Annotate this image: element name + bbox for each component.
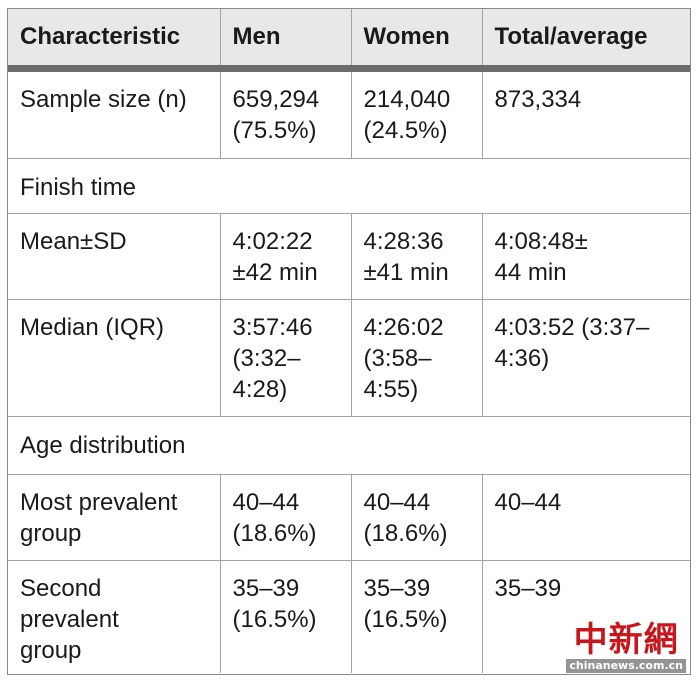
table-row-sample-size: Sample size (n) 659,294 (75.5%) 214,040 … [8, 68, 690, 158]
cell-total: 4:03:52 (3:37– 4:36) [482, 298, 690, 416]
cell-line: (24.5%) [363, 116, 448, 144]
cell-total: 873,334 [482, 68, 690, 158]
cell-line: ±41 min [363, 258, 449, 286]
cell-men: 659,294 (75.5%) [220, 68, 352, 158]
cell-line: prevalent [20, 605, 119, 633]
cell-line: 4:28:36 [363, 227, 444, 255]
cell-total: 40–44 [482, 473, 690, 560]
cell-line: (3:58– [363, 344, 432, 372]
cell-line: 4:55) [363, 375, 419, 403]
cell-line: Second [20, 574, 102, 602]
cell-line: group [20, 636, 82, 664]
cell-line: 4:08:48± [494, 227, 588, 255]
row-label: Sample size (n) [8, 68, 221, 158]
cell-line: 44 min [494, 258, 567, 286]
section-row-age-distribution: Age distribution [8, 415, 690, 474]
cell-line: 40–44 [232, 488, 300, 516]
cell-line: 4:03:52 (3:37– [494, 313, 650, 341]
cell-line: 40–44 [494, 488, 562, 516]
cell-men: 35–39 (16.5%) [220, 559, 352, 673]
cell-women: 4:26:02 (3:58– 4:55) [351, 298, 483, 416]
cell-total: 4:08:48± 44 min [482, 212, 690, 299]
cell-line: 4:36) [494, 344, 550, 372]
cell-line: 659,294 [232, 85, 320, 113]
cell-line: 3:57:46 [232, 313, 313, 341]
header-total-average: Total/average [482, 9, 690, 72]
table-row-mean-sd: Mean±SD 4:02:22 ±42 min 4:28:36 ±41 min … [8, 212, 690, 299]
cell-line: Most prevalent [20, 488, 178, 516]
table-header-row: Characteristic Men Women Total/average [8, 9, 690, 72]
cell-line: (18.6%) [363, 519, 448, 547]
header-characteristic: Characteristic [8, 9, 221, 72]
cell-men: 4:02:22 ±42 min [220, 212, 352, 299]
header-women: Women [351, 9, 483, 72]
section-label: Age distribution [8, 415, 690, 474]
cell-line: group [20, 519, 82, 547]
cell-line: ±42 min [232, 258, 318, 286]
section-row-finish-time: Finish time [8, 157, 690, 213]
cell-line: 35–39 [232, 574, 300, 602]
cell-men: 3:57:46 (3:32– 4:28) [220, 298, 352, 416]
cell-line: 35–39 [363, 574, 431, 602]
cell-men: 40–44 (18.6%) [220, 473, 352, 560]
cell-line: 4:02:22 [232, 227, 313, 255]
characteristics-table: Characteristic Men Women Total/average S… [8, 9, 690, 673]
cell-line: 214,040 [363, 85, 451, 113]
cell-line: 4:28) [232, 375, 288, 403]
cell-line: 40–44 [363, 488, 431, 516]
data-table-frame: Characteristic Men Women Total/average S… [7, 8, 691, 675]
row-label: Second prevalent group [8, 559, 221, 673]
cell-line: (75.5%) [232, 116, 317, 144]
cell-line: (16.5%) [363, 605, 448, 633]
cell-line: (3:32– [232, 344, 301, 372]
cell-total: 35–39 [482, 559, 690, 673]
cell-women: 35–39 (16.5%) [351, 559, 483, 673]
cell-line: 4:26:02 [363, 313, 444, 341]
cell-line: (18.6%) [232, 519, 317, 547]
row-label: Most prevalent group [8, 473, 221, 560]
row-label: Median (IQR) [8, 298, 221, 416]
table-row-median-iqr: Median (IQR) 3:57:46 (3:32– 4:28) 4:26:0… [8, 298, 690, 416]
cell-line: 35–39 [494, 574, 562, 602]
table-row-most-prevalent: Most prevalent group 40–44 (18.6%) 40–44… [8, 473, 690, 560]
table-row-second-prevalent: Second prevalent group 35–39 (16.5%) 35–… [8, 559, 690, 673]
row-label: Mean±SD [8, 212, 221, 299]
cell-women: 4:28:36 ±41 min [351, 212, 483, 299]
header-men: Men [220, 9, 352, 72]
section-label: Finish time [8, 157, 690, 213]
cell-women: 40–44 (18.6%) [351, 473, 483, 560]
cell-line: (16.5%) [232, 605, 317, 633]
cell-women: 214,040 (24.5%) [351, 68, 483, 158]
cell-line: 873,334 [494, 85, 582, 113]
